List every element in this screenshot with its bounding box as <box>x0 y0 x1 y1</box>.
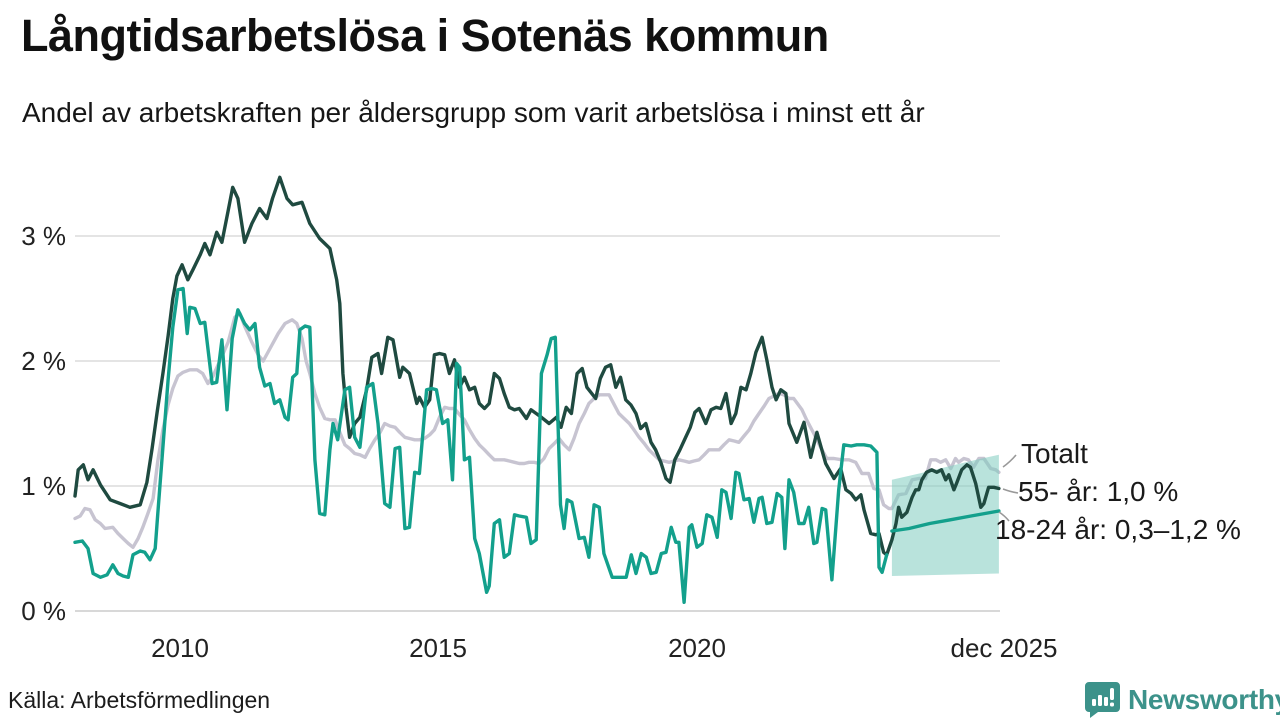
leader-line-55plus <box>1002 488 1019 494</box>
annotation-18-24: 18-24 år: 0,3–1,2 % <box>995 514 1241 545</box>
x-axis-tick-dec-2025: dec 2025 <box>950 633 1058 663</box>
leader-line-18-24 <box>998 511 1010 522</box>
y-axis-tick-1: 1 % <box>21 471 66 501</box>
page-title: Långtidsarbetslösa i Sotenäs kommun <box>21 10 829 61</box>
y-axis-tick-2: 2 % <box>21 346 66 376</box>
page-subtitle: Andel av arbetskraften per åldersgrupp s… <box>22 97 925 128</box>
annotation-leader-lines <box>998 454 1019 522</box>
y-axis-tick-0: 0 % <box>21 596 66 626</box>
y-axis-tick-3: 3 % <box>21 221 66 251</box>
series-line-55plus <box>73 175 1001 557</box>
x-axis-tick-2020: 2020 <box>668 633 726 663</box>
leader-line-totalt <box>1002 454 1017 468</box>
series-line-18-24 <box>73 286 889 604</box>
x-axis-tick-2015: 2015 <box>409 633 467 663</box>
series-line-18-24-trend <box>890 509 1001 533</box>
newsworthy-logo-icon <box>1085 682 1120 718</box>
newsworthy-brand: Newsworthy <box>1085 682 1280 718</box>
x-axis-tick-2010: 2010 <box>151 633 209 663</box>
source-note: Källa: Arbetsförmedlingen <box>8 687 271 713</box>
annotation-totalt: Totalt <box>1021 438 1088 469</box>
newsworthy-brand-name: Newsworthy <box>1128 684 1280 715</box>
gridlines <box>75 235 1000 612</box>
annotation-55plus: 55- år: 1,0 % <box>1018 476 1179 507</box>
